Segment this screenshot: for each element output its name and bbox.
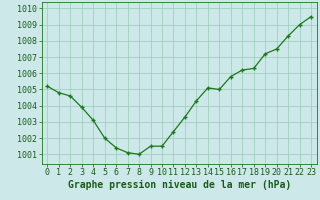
X-axis label: Graphe pression niveau de la mer (hPa): Graphe pression niveau de la mer (hPa) (68, 180, 291, 190)
